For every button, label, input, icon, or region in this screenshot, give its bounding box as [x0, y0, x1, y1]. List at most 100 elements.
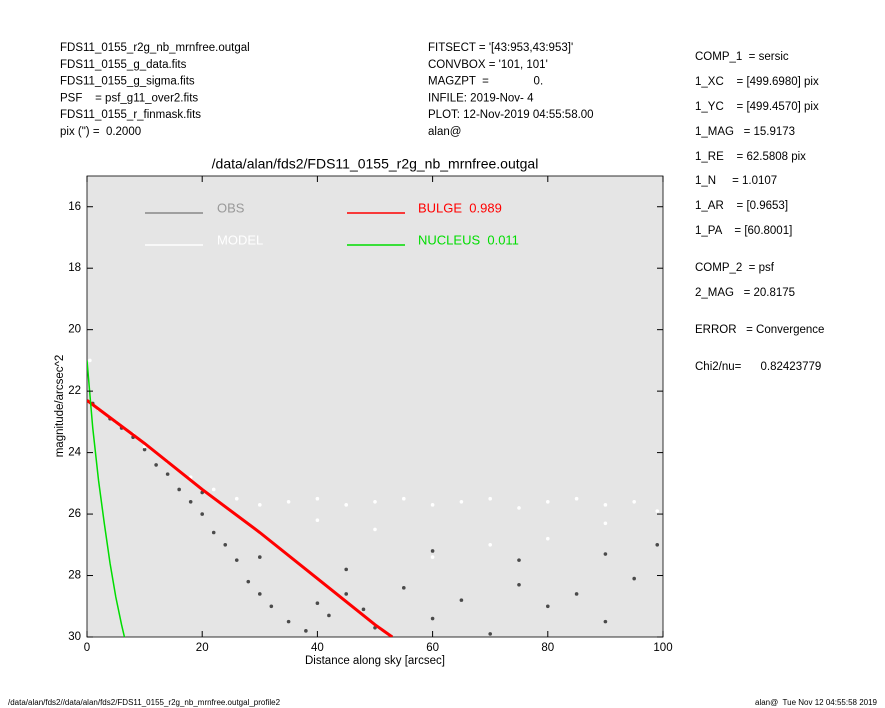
x-tick-label: 80: [541, 642, 554, 654]
header-left-line: pix (") = 0.2000: [60, 126, 141, 138]
header-middle-line: PLOT: 12-Nov-2019 04:55:58.00: [428, 109, 594, 121]
header-middle-line: FITSECT = '[43:953,43:953]': [428, 42, 573, 54]
header-right-line: 1_YC = [499.4570] pix: [695, 101, 819, 113]
data-point: [603, 521, 608, 526]
y-tick-label: 22: [68, 385, 81, 397]
data-point: [603, 503, 608, 507]
data-point: [286, 619, 291, 624]
data-point: [258, 555, 262, 559]
header-right-line: 1_XC = [499.6980] pix: [695, 76, 819, 88]
y-tick-label: 30: [68, 631, 81, 643]
header-left-line: FDS11_0155_r2g_nb_mrnfree.outgal: [60, 42, 250, 54]
data-point: [546, 499, 550, 504]
data-point: [223, 543, 228, 547]
data-point: [517, 506, 521, 510]
data-point: [655, 543, 660, 547]
data-point: [269, 604, 274, 609]
header-left-line: FDS11_0155_g_data.fits: [60, 59, 187, 71]
data-point: [517, 582, 521, 587]
x-tick-label: 100: [653, 642, 672, 654]
x-tick-label: 0: [84, 642, 90, 654]
model-line: [87, 399, 394, 637]
data-point: [188, 499, 193, 504]
data-point: [234, 558, 239, 562]
legend-label: NUCLEUS 0.011: [418, 232, 519, 247]
data-point: [165, 472, 170, 476]
data-point: [234, 496, 239, 501]
data-point: [603, 619, 608, 624]
data-point: [315, 518, 320, 523]
legend-label: OBS: [217, 200, 245, 215]
legend-label: MODEL: [217, 232, 263, 247]
data-point: [488, 496, 493, 501]
y-tick-label: 24: [68, 447, 81, 459]
header-left-line: FDS11_0155_r_finmask.fits: [60, 109, 201, 121]
y-tick-label: 28: [68, 570, 81, 582]
data-point: [655, 509, 660, 513]
data-point: [402, 496, 406, 501]
data-point: [459, 499, 464, 504]
data-point: [315, 601, 320, 605]
header-right-line: ERROR = Convergence: [695, 324, 824, 336]
data-point: [430, 555, 435, 559]
header-right-line: COMP_1 = sersic: [695, 51, 789, 63]
header-left-line: FDS11_0155_g_sigma.fits: [60, 76, 195, 88]
data-point: [211, 487, 216, 492]
data-point: [574, 592, 579, 596]
data-point: [488, 543, 493, 547]
chart-title: /data/alan/fds2/FDS11_0155_r2g_nb_mrnfre…: [212, 156, 539, 172]
data-point: [373, 499, 377, 504]
data-point: [603, 552, 608, 556]
header-right-line: 1_RE = 62.5808 pix: [695, 151, 806, 163]
footer-right: alan@ Tue Nov 12 04:55:58 2019: [755, 698, 878, 707]
header-right-line: 1_N = 1.0107: [695, 175, 777, 187]
header-right-line: 2_MAG = 20.8175: [695, 287, 795, 299]
x-tick-label: 60: [426, 642, 439, 654]
data-point: [177, 487, 181, 492]
x-tick-label: 20: [196, 642, 209, 654]
data-point: [344, 503, 349, 507]
data-point: [315, 496, 320, 501]
y-tick-label: 16: [68, 201, 81, 213]
data-point: [459, 598, 464, 602]
y-tick-label: 26: [68, 508, 81, 520]
plot-content: [87, 358, 660, 637]
data-point: [430, 503, 435, 507]
data-point: [304, 629, 308, 633]
data-point: [258, 503, 262, 507]
data-point: [517, 558, 521, 562]
x-axis-label: Distance along sky [arcsec]: [305, 655, 445, 667]
data-point: [632, 499, 636, 504]
x-tick-label: 40: [311, 642, 324, 654]
header-right-line: COMP_2 = psf: [695, 262, 775, 274]
data-point: [546, 536, 550, 541]
header-right-line: 1_MAG = 15.9173: [695, 126, 795, 138]
data-point: [430, 549, 435, 553]
data-point: [258, 592, 262, 596]
data-point: [430, 616, 435, 621]
data-point: [200, 512, 204, 516]
data-point: [488, 632, 493, 636]
legend-label: BULGE 0.989: [418, 200, 502, 215]
data-point: [546, 604, 550, 609]
footer-left: /data/alan/fds2//data/alan/fds2/FDS11_01…: [8, 698, 281, 707]
data-point: [88, 358, 92, 363]
header-middle-line: INFILE: 2019-Nov- 4: [428, 92, 534, 104]
data-point: [361, 607, 366, 612]
data-point: [344, 567, 349, 572]
header-left-line: PSF = psf_g11_over2.fits: [60, 92, 198, 104]
model-line: [87, 360, 126, 637]
data-point: [142, 447, 147, 452]
data-point: [373, 527, 377, 532]
header-middle-line: CONVBOX = '101, 101': [428, 59, 548, 71]
plot-area: [86, 175, 664, 638]
header-right-line: Chi2/nu= 0.82423779: [695, 361, 821, 373]
header-right-line: 1_PA = [60.8001]: [695, 225, 792, 237]
data-point: [402, 586, 406, 590]
data-point: [344, 592, 349, 596]
data-point: [632, 576, 636, 581]
data-point: [327, 613, 331, 618]
header-middle-line: alan@: [428, 126, 461, 138]
data-point: [286, 499, 291, 504]
